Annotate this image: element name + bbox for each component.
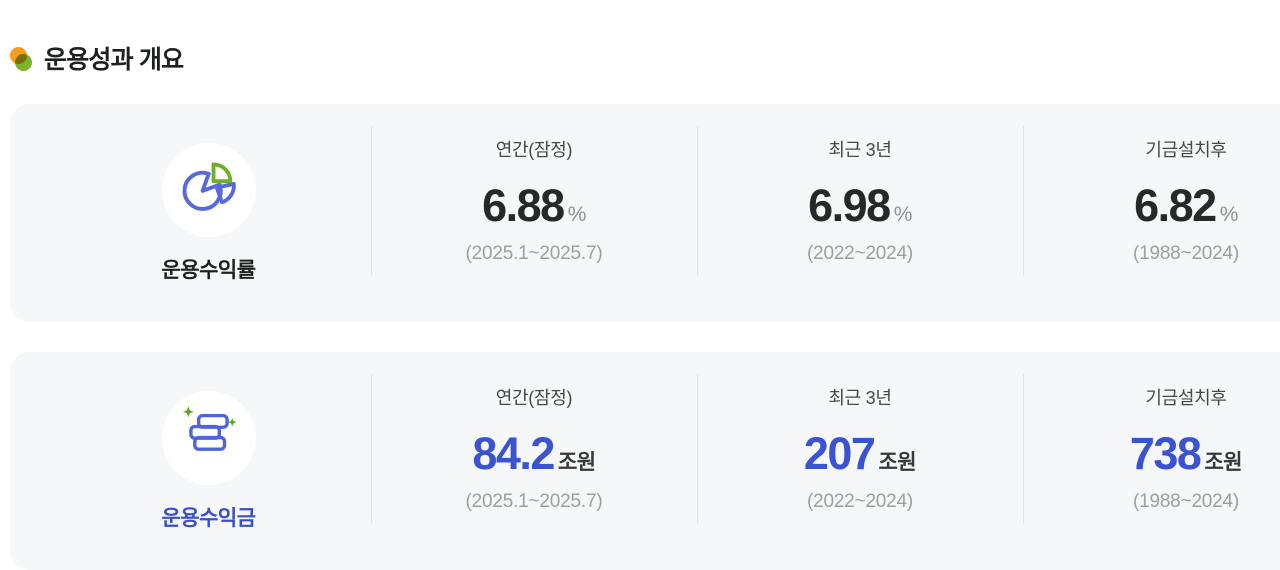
- card-title: 운용수익금: [161, 506, 256, 530]
- return-rate-card-side: 운용수익률: [10, 104, 371, 322]
- stat-value: 6.98: [808, 179, 891, 231]
- stat-value: 6.82: [1134, 179, 1217, 231]
- stat-label: 기금설치후: [1145, 139, 1227, 160]
- stat-label: 연간(잠정): [495, 387, 573, 408]
- stat-unit: 조원: [557, 450, 596, 474]
- card-title: 운용수익률: [161, 258, 256, 282]
- stat-unit: %: [567, 202, 587, 226]
- profit-card-side: 운용수익금: [10, 352, 371, 570]
- stat-period: (2022~2024): [806, 490, 914, 512]
- stat-period: (1988~2024): [1132, 490, 1240, 512]
- stat-column: 기금설치후 738 조원 (1988~2024): [1023, 352, 1280, 570]
- return-rate-card: 운용수익률 연간(잠정) 6.88 % (2025.1~2025.7) 최근 3…: [10, 104, 1280, 322]
- stat-value-row: 6.98 %: [808, 183, 912, 228]
- stat-period: (2025.1~2025.7): [465, 242, 603, 264]
- profit-card: 운용수익금 연간(잠정) 84.2 조원 (2025.1~2025.7) 최근 …: [10, 352, 1280, 570]
- icon-circle: [161, 390, 256, 485]
- stat-value-row: 84.2 조원: [472, 427, 596, 479]
- page-title: 운용성과 개요: [44, 46, 184, 74]
- stat-value: 738: [1129, 427, 1202, 479]
- icon-circle: [161, 142, 256, 237]
- pie-chart-icon: [178, 156, 240, 223]
- bullet-dot-icon: [10, 46, 33, 72]
- stat-unit: 조원: [878, 450, 917, 474]
- stat-column: 기금설치후 6.82 % (1988~2024): [1023, 104, 1280, 322]
- stat-value: 6.88: [482, 179, 565, 231]
- stat-period: (1988~2024): [1132, 242, 1240, 264]
- stat-label: 기금설치후: [1145, 387, 1227, 408]
- stat-value-row: 207 조원: [803, 427, 917, 479]
- stat-value: 84.2: [472, 427, 555, 479]
- stat-column: 연간(잠정) 84.2 조원 (2025.1~2025.7): [371, 352, 697, 570]
- stat-period: (2022~2024): [806, 242, 914, 264]
- stat-value: 207: [803, 427, 876, 479]
- stat-value-row: 738 조원: [1129, 427, 1243, 479]
- stat-unit: %: [1219, 202, 1239, 226]
- stat-label: 최근 3년: [828, 139, 892, 160]
- stat-label: 연간(잠정): [495, 139, 573, 160]
- stat-unit: 조원: [1204, 450, 1243, 474]
- stat-column: 연간(잠정) 6.88 % (2025.1~2025.7): [371, 104, 697, 322]
- section-header: 운용성과 개요: [10, 40, 184, 76]
- stat-value-row: 6.88 %: [482, 183, 586, 228]
- stat-label: 최근 3년: [828, 387, 892, 408]
- stat-unit: %: [893, 202, 913, 226]
- stat-period: (2025.1~2025.7): [465, 490, 603, 512]
- stat-column: 최근 3년 207 조원 (2022~2024): [697, 352, 1023, 570]
- stat-value-row: 6.82 %: [1134, 183, 1238, 228]
- coins-icon: [178, 404, 240, 471]
- stat-column: 최근 3년 6.98 % (2022~2024): [697, 104, 1023, 322]
